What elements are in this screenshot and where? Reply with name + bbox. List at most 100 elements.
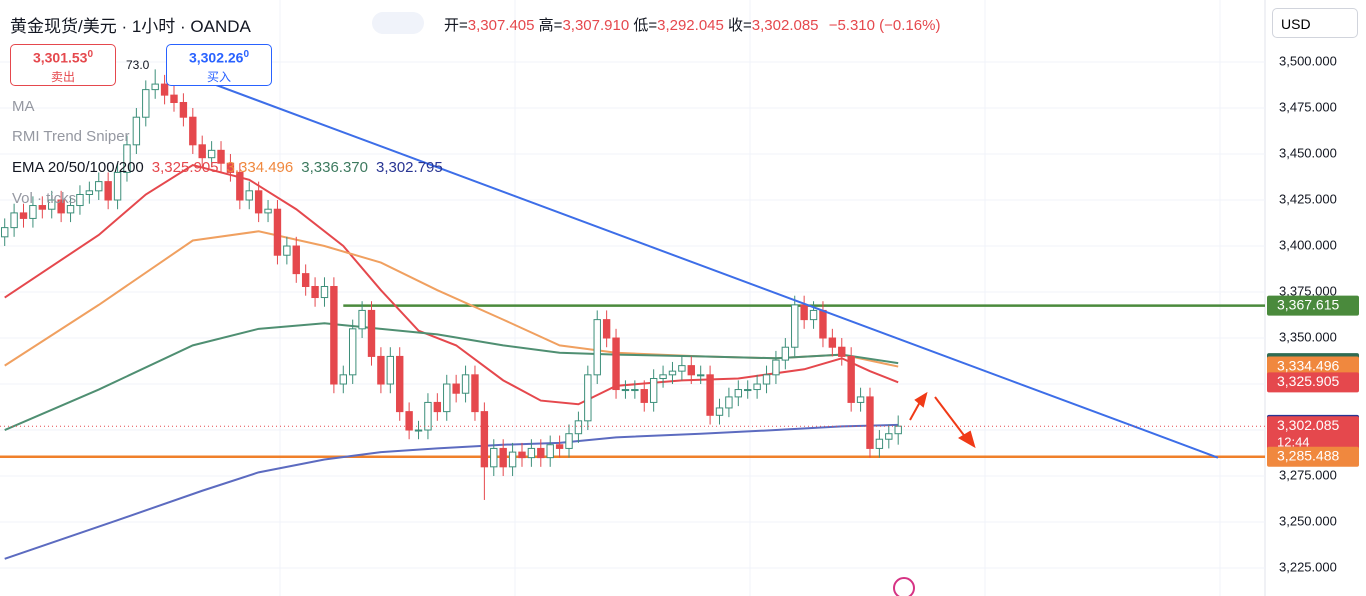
candle-body (226, 162, 235, 173)
ema-value: 3,302.795 (375, 159, 443, 176)
indicator[interactable]: MA (12, 98, 35, 115)
sell-sup: 0 (87, 49, 94, 60)
candle-body (828, 337, 837, 348)
candle-body (104, 181, 112, 201)
candle-body (819, 309, 827, 339)
candle-body (527, 447, 536, 459)
price-tag-label: 3,285.488 (1277, 447, 1339, 463)
time-grid (279, 0, 1221, 596)
ohlc-key: 高= (538, 17, 563, 34)
currency-select[interactable]: USD (1272, 8, 1358, 38)
sell-label: 卖出 (50, 69, 75, 84)
candle-body (452, 383, 460, 394)
candle-body (744, 389, 752, 392)
candle-body (706, 374, 714, 416)
candle-body (471, 374, 479, 413)
alert-icon[interactable] (893, 577, 915, 596)
candle-body (537, 447, 545, 459)
candle-body (396, 355, 404, 413)
candle-body (753, 383, 761, 391)
candle-body (358, 309, 366, 330)
ohlc: 开=3,307.405 高=3,307.910 低=3,292.045 收=3,… (444, 14, 940, 35)
ohlc-key: 开= (444, 17, 468, 34)
buy-button[interactable]: 3,302.260 买入 (166, 44, 272, 86)
candle-body (518, 451, 526, 459)
ohlc-key: 低= (633, 17, 658, 34)
annotation: 73.0 (126, 58, 150, 72)
candle-body (1, 227, 9, 238)
candle-body (264, 208, 272, 214)
price-tag (1267, 356, 1359, 377)
ema-line (4, 230, 899, 368)
buy-sup: 0 (243, 49, 250, 60)
candle-body (95, 181, 103, 192)
candle-body (386, 355, 395, 385)
candle-body (659, 374, 667, 380)
candle-body (254, 190, 263, 214)
candle-body (57, 199, 65, 214)
sell-button[interactable]: 3,301.530 卖出 (10, 44, 116, 86)
indicator-toggle[interactable] (372, 12, 424, 34)
candle-body (301, 273, 310, 287)
y-tick-label: 3,225.000 (1279, 559, 1337, 574)
candle-body (179, 101, 188, 118)
price-tag (1267, 295, 1359, 316)
candle-body (866, 396, 874, 449)
candle-body (273, 208, 282, 256)
price-tag-label: 3,302.085 (1277, 417, 1339, 433)
candle-body (772, 359, 780, 376)
candle-body (499, 447, 507, 468)
ohlc-value: 3,307.910 (562, 17, 630, 34)
candle-body (348, 328, 357, 376)
candle-body (480, 411, 489, 468)
price-tag-label: 3,334.496 (1277, 357, 1339, 373)
ohlc-value: 3,292.045 (657, 17, 724, 34)
candle-body (405, 411, 413, 431)
candle-body (791, 304, 799, 348)
ema-value: 3,325.905 (151, 159, 219, 176)
ema-value: 3,334.496 (226, 159, 294, 176)
indicator[interactable]: Vol · ticks (12, 190, 77, 207)
candle-body (621, 389, 630, 392)
candle-body (725, 396, 733, 409)
candle-body (443, 383, 451, 413)
candle-body (762, 374, 771, 385)
candle-body (649, 378, 658, 403)
candle-body (339, 374, 347, 385)
forecast-arrows (909, 391, 976, 449)
candle-body (612, 337, 620, 391)
price-tag-label: 3,367.615 (1277, 296, 1339, 312)
ema-line (4, 423, 899, 560)
sell-price: 3,301.53 (32, 49, 88, 66)
candle-body (29, 205, 37, 219)
candle-body (311, 285, 319, 299)
y-tick-label: 3,425.000 (1279, 191, 1337, 206)
candle-body (38, 205, 47, 210)
y-tick-label: 3,275.000 (1279, 467, 1337, 482)
indicator[interactable]: RMI Trend Sniper (12, 128, 130, 145)
candle-body (885, 433, 893, 440)
y-tick-label: 3,450.000 (1279, 145, 1337, 160)
ema-label: EMA 20/50/100/200 (12, 159, 144, 176)
ema-legend: EMA 20/50/100/200 3,325.905 3,334.496 3,336… (12, 159, 443, 176)
candle-body (207, 149, 216, 159)
candle-body (800, 304, 808, 321)
candle-body (574, 420, 583, 435)
candle-body (151, 83, 159, 91)
candle-body (142, 89, 150, 118)
candle-body (320, 285, 329, 299)
candle-body (217, 149, 225, 164)
candle-body (283, 245, 291, 256)
candle-body (367, 309, 376, 357)
candle-body (734, 389, 743, 398)
y-tick-label: 3,475.000 (1279, 99, 1337, 114)
candle-body (508, 451, 517, 468)
buy-label: 买入 (206, 69, 231, 84)
change: −5.310 (−0.16%) (828, 17, 941, 34)
symbol-title: 黄金现货/美元 · 1小时 · OANDA (10, 17, 251, 36)
candle-body (856, 396, 865, 403)
ohlc-value: 3,307.405 (467, 17, 535, 34)
candle-body (19, 212, 28, 219)
